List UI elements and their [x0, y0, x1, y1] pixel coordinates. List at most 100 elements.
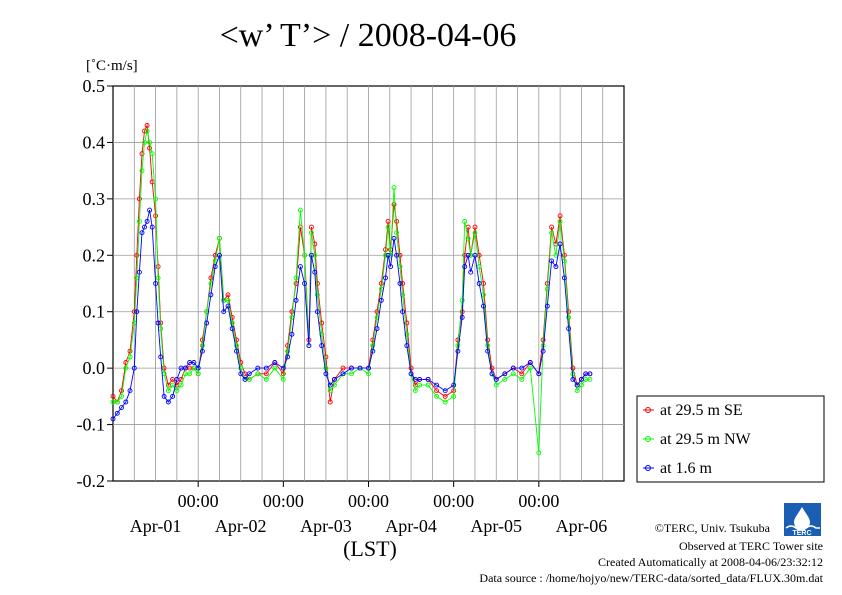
y-tick-label: 0.0: [83, 358, 106, 378]
y-tick-label: -0.1: [77, 415, 106, 435]
data-point: [519, 365, 525, 371]
data-point: [442, 399, 448, 405]
y-tick-label: -0.2: [77, 471, 106, 491]
data-point: [170, 382, 176, 388]
data-point: [204, 320, 210, 326]
data-point: [472, 224, 478, 230]
data-point: [349, 365, 354, 371]
data-point: [510, 365, 516, 371]
data-point: [574, 388, 580, 394]
data-point: [557, 218, 563, 224]
data-point: [540, 348, 546, 354]
y-tick-label: 0.4: [83, 132, 106, 152]
data-point: [139, 168, 145, 174]
data-point: [302, 252, 308, 258]
copyright-text: ©TERC, Univ. Tsukuba: [655, 521, 771, 535]
legend-label: at 1.6 m: [660, 460, 713, 477]
footer-observed: Observed at TERC Tower site: [679, 539, 823, 553]
data-point: [221, 309, 227, 315]
data-point: [557, 241, 563, 247]
data-point: [476, 264, 482, 270]
x-time-tick-label: 00:00: [178, 491, 219, 511]
data-point: [165, 399, 171, 405]
data-point: [442, 388, 448, 394]
data-point: [417, 382, 423, 388]
data-point: [289, 331, 295, 337]
data-point: [472, 252, 478, 258]
data-point: [285, 354, 291, 360]
data-point: [144, 123, 150, 128]
legend-items: at 29.5 m SE at 29.5 m NW at 1.6 m: [643, 402, 752, 477]
data-point: [142, 139, 147, 145]
data-point: [519, 376, 525, 382]
data-point: [425, 376, 431, 382]
series-group: [110, 123, 593, 456]
data-point: [142, 224, 147, 230]
data-point: [366, 371, 371, 377]
data-point: [153, 196, 159, 202]
data-point: [385, 218, 391, 224]
data-point: [127, 354, 133, 360]
legend-marker: [645, 407, 651, 413]
data-point: [502, 376, 508, 382]
data-point: [161, 393, 167, 399]
x-axis-ticks: 00:00 00:00 00:00 00:00 00:00 Apr-01 Apr-02 Apr…: [130, 481, 607, 536]
data-point: [442, 393, 448, 399]
data-point: [119, 388, 124, 394]
data-point: [153, 213, 159, 219]
footer-datasource: Data source : /home/hojyo/new/TERC-data/…: [479, 571, 823, 585]
y-tick-label: 0.3: [83, 189, 106, 209]
data-point: [434, 382, 440, 388]
data-point: [553, 264, 559, 270]
data-point: [502, 371, 508, 377]
legend-marker: [645, 436, 651, 442]
data-point: [485, 348, 491, 354]
y-tick-label: 0.5: [83, 76, 106, 96]
data-point: [234, 343, 239, 349]
data-point: [404, 343, 410, 349]
data-point: [459, 297, 465, 303]
series-2: [110, 207, 593, 422]
data-point: [212, 264, 218, 270]
data-point: [574, 382, 580, 388]
data-point: [134, 252, 140, 258]
data-point: [357, 365, 363, 371]
data-point: [388, 264, 394, 270]
data-point: [144, 218, 150, 224]
data-point: [323, 371, 329, 377]
x-date-label: Apr-04: [385, 516, 437, 536]
data-point: [314, 309, 320, 315]
data-point: [370, 348, 376, 354]
data-point: [417, 376, 423, 382]
data-point: [391, 235, 397, 241]
data-point: [459, 314, 465, 320]
data-point: [536, 450, 542, 456]
data-point: [434, 393, 440, 399]
data-point: [225, 303, 231, 309]
data-point: [165, 388, 171, 394]
data-point: [394, 230, 400, 236]
data-point: [155, 275, 161, 281]
data-point: [425, 382, 431, 388]
y-tick-label: 0.2: [83, 245, 106, 265]
data-point: [127, 388, 133, 394]
data-point: [434, 388, 440, 394]
data-point: [527, 365, 533, 371]
data-point: [400, 309, 406, 315]
data-point: [263, 371, 269, 377]
data-point: [123, 399, 129, 405]
data-point: [383, 252, 388, 258]
x-time-tick-label: 00:00: [263, 491, 304, 511]
logo-drop-icon: [794, 507, 810, 530]
y-tick-label: 0.1: [83, 302, 106, 322]
data-point: [119, 405, 124, 411]
data-point: [217, 252, 222, 258]
terc-logo: TERC: [784, 503, 821, 537]
data-point: [493, 382, 499, 388]
y-axis-ticks: 0.5 0.4 0.3 0.2 0.1 0.0 -0.1 -0.2: [77, 76, 113, 491]
data-point: [462, 264, 468, 270]
data-point: [263, 365, 269, 371]
data-point: [208, 292, 214, 298]
data-point: [340, 365, 346, 371]
